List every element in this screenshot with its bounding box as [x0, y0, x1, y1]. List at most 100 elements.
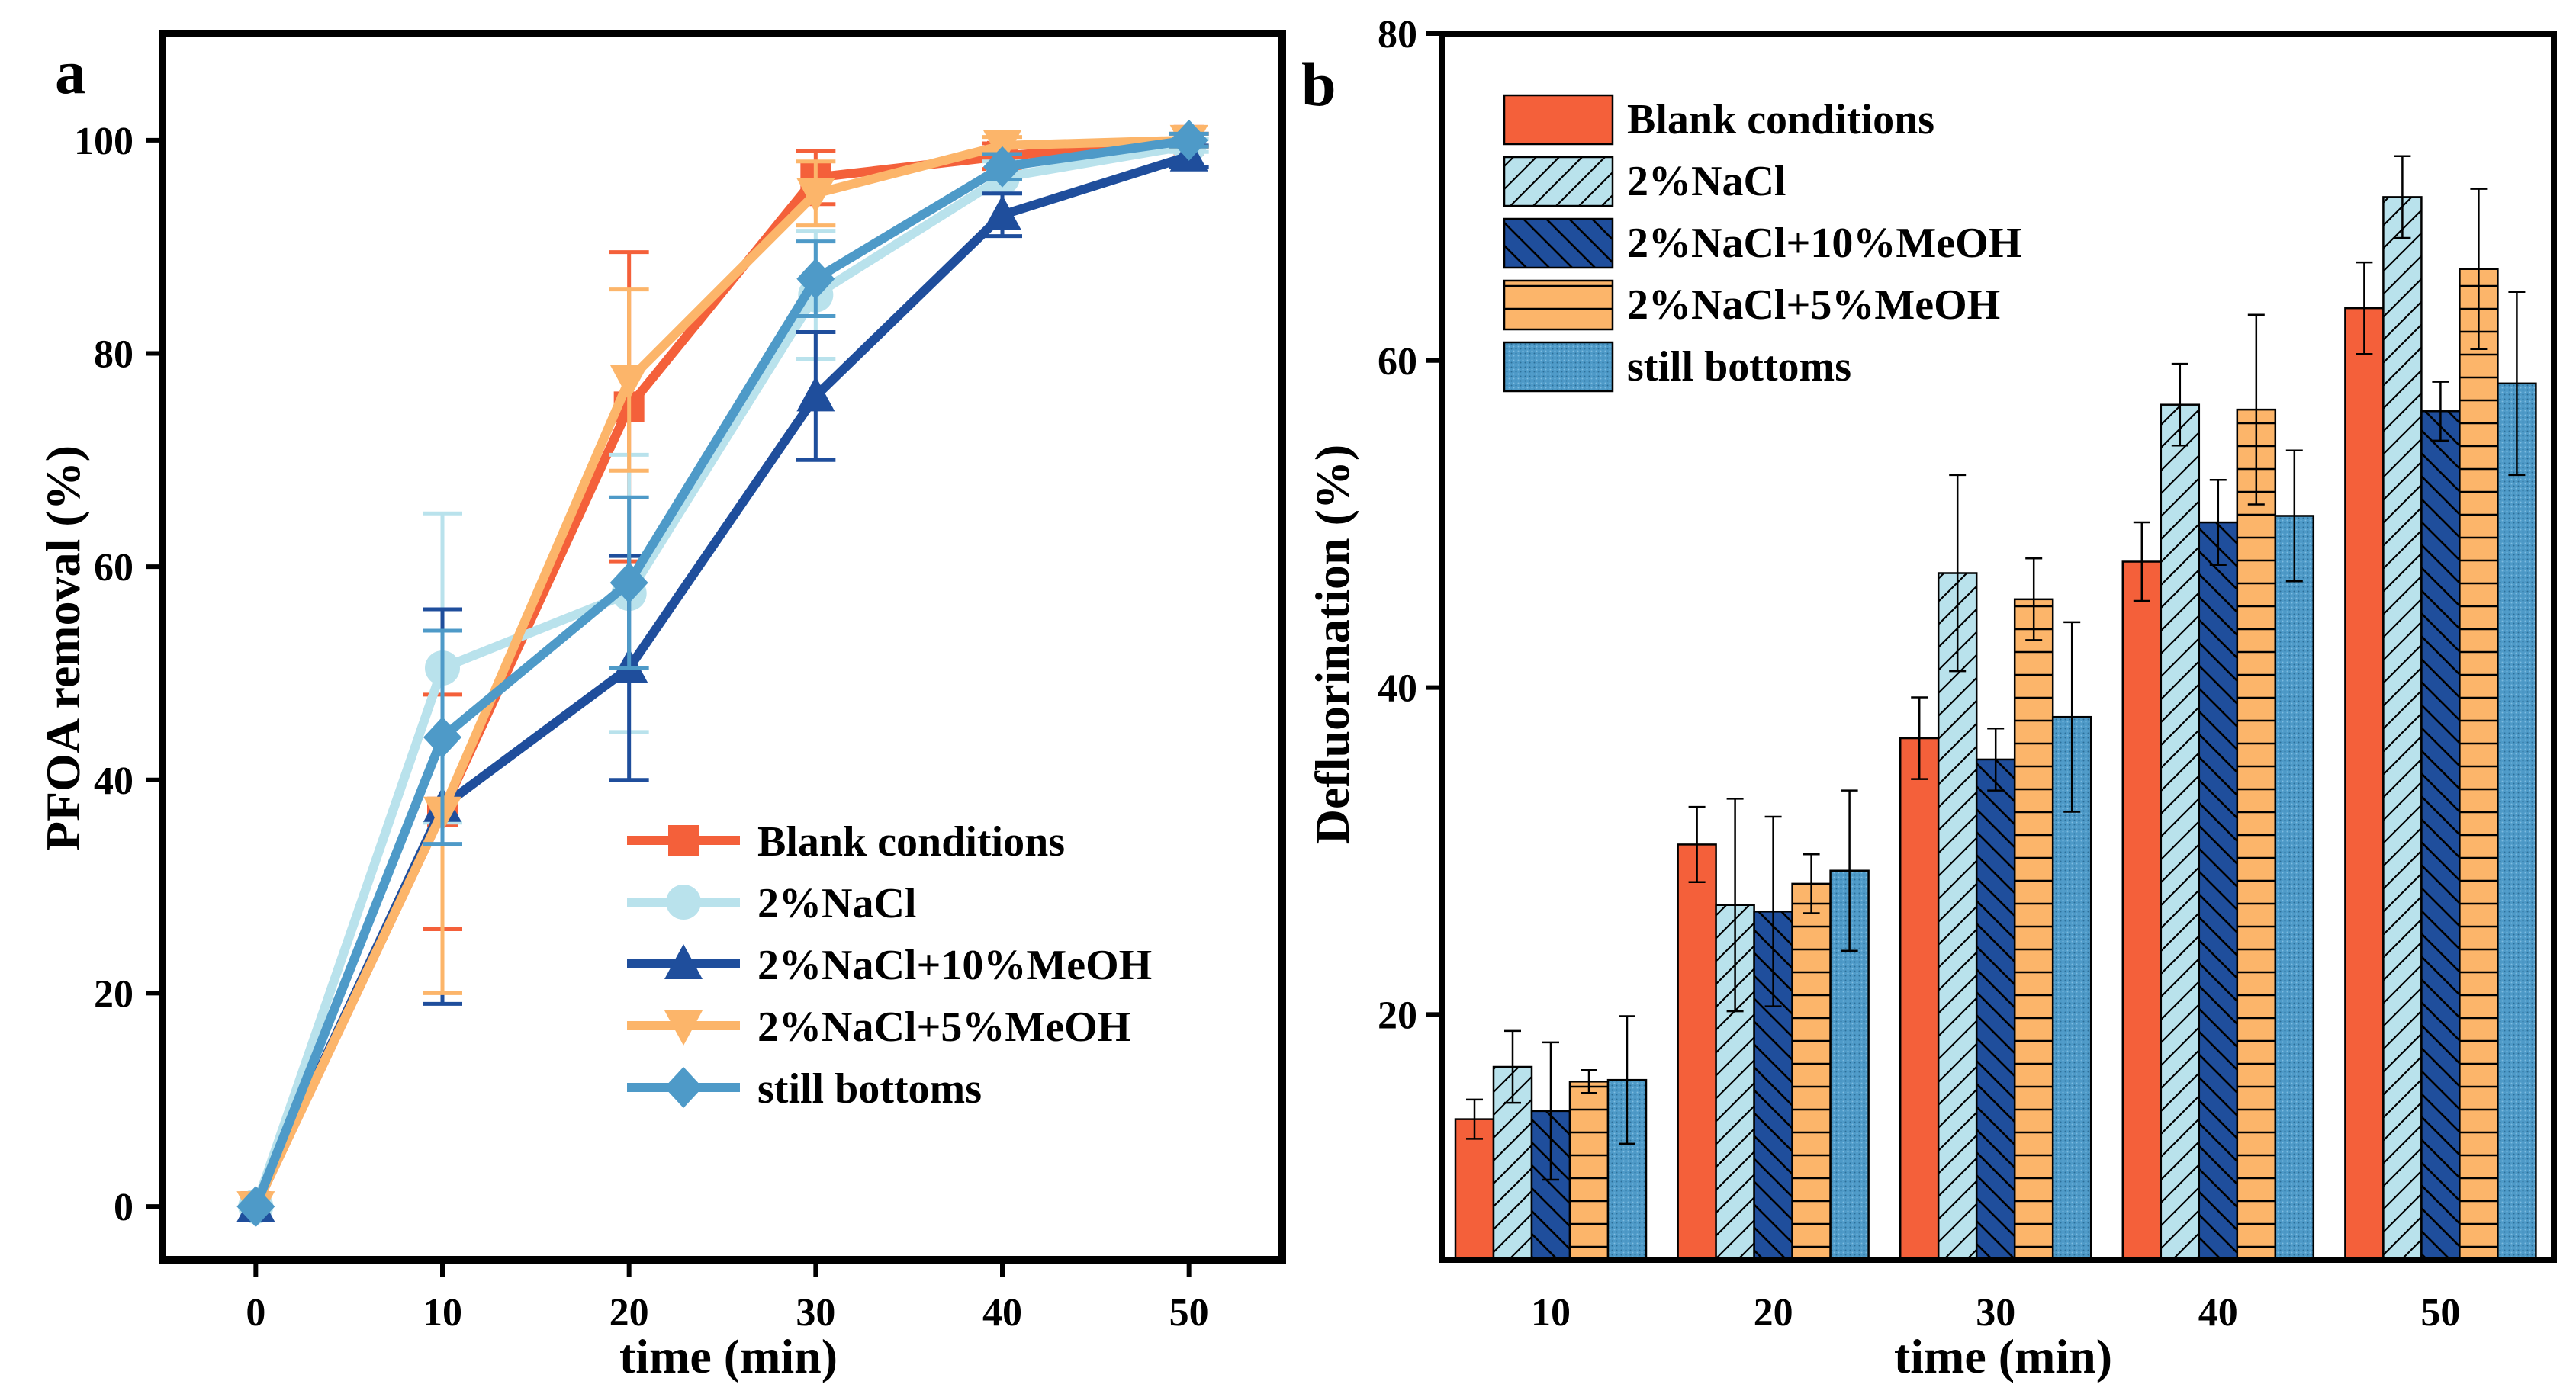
bar — [2013, 598, 2054, 1261]
y-tick-label: 60 — [1378, 340, 1417, 384]
bar — [2497, 382, 2537, 1261]
data-point — [796, 178, 835, 214]
bar-2pctnacl-10pctmeoh-20 — [1753, 815, 1793, 1261]
panel-a-line-chart: a 0 10 20 30 40 50 0 20 40 60 80 100 time (min) PFO… — [36, 30, 1286, 1383]
legend-item-2pctnacl: 2%NaCl — [1503, 156, 1786, 207]
y-tick-label: 20 — [94, 972, 133, 1016]
bar — [1568, 1081, 1610, 1261]
bar — [2121, 560, 2163, 1261]
bar — [1791, 882, 1832, 1261]
plot-frame-a — [159, 30, 1286, 1264]
x-tick-label: 20 — [1754, 1291, 1793, 1335]
series-2pctnacl-5pctmeoh — [236, 124, 1209, 1227]
bar — [2236, 408, 2277, 1261]
legend-label: 2%NaCl+10%MeOH — [757, 942, 1152, 989]
legend-label: 2%NaCl — [757, 880, 916, 927]
panel-label-a: a — [55, 37, 86, 107]
x-tick-label: 30 — [1976, 1291, 2015, 1335]
legend-label: Blank conditions — [757, 818, 1065, 866]
series-still-bottoms — [236, 119, 1209, 1228]
series-line — [251, 140, 1190, 1209]
panel-b-bar-chart: b 20 40 60 80 10 20 30 40 50 time (min) Defluori… — [1301, 13, 2557, 1383]
x-tick-label: 30 — [796, 1291, 835, 1335]
legend-swatch — [1503, 94, 1614, 146]
legend-label: 2%NaCl+5%MeOH — [757, 1004, 1130, 1051]
y-tick-label: 80 — [1378, 13, 1417, 56]
bar-2pctnacl-10pctmeoh-50 — [2420, 381, 2461, 1261]
series-line — [251, 135, 1189, 1209]
data-point — [609, 365, 648, 400]
legend-item-2pctnacl-10pctmeoh: 2%NaCl+10%MeOH — [1503, 217, 2021, 269]
data-point — [796, 258, 835, 300]
legend-marker — [664, 944, 703, 979]
legend-item-2pctnacl-5pctmeoh: 2%NaCl+5%MeOH — [1503, 279, 2000, 331]
bar — [1937, 572, 1978, 1261]
bar — [1975, 758, 2016, 1261]
legend-label: 2%NaCl — [1627, 158, 1786, 205]
bar-blank-conditions-20 — [1677, 805, 1717, 1261]
legend-item-2pctnacl: 2%NaCl — [627, 880, 916, 927]
bar — [2344, 307, 2385, 1261]
bar-2pctnacl-5pctmeoh-40 — [2236, 313, 2277, 1261]
legend-label: Blank conditions — [1627, 96, 1934, 143]
bar — [1677, 843, 1717, 1261]
x-tick-label: 10 — [1531, 1291, 1571, 1335]
legend-item-blank-conditions: Blank conditions — [627, 818, 1065, 866]
bar — [2274, 515, 2315, 1261]
legend-swatch — [1503, 156, 1614, 207]
bar — [2382, 196, 2423, 1261]
bar-blank-conditions-30 — [1899, 696, 1940, 1261]
legend-swatch — [1503, 217, 1614, 269]
x-tick-label: 0 — [246, 1291, 265, 1335]
x-tick-label: 40 — [982, 1291, 1022, 1335]
x-axis-label-a: time (min) — [619, 1329, 838, 1383]
bar-still-bottoms-20 — [1829, 789, 1870, 1261]
bar — [2459, 268, 2499, 1261]
y-axis-label-b: Defluorination (%) — [1305, 445, 1359, 844]
bar-2pctnacl-50 — [2382, 155, 2423, 1261]
y-tick-label: 40 — [1378, 667, 1417, 711]
legend-label: still bottoms — [757, 1065, 982, 1113]
x-tick-label: 20 — [609, 1291, 649, 1335]
bar-2pctnacl-10 — [1492, 1029, 1533, 1261]
x-axis-label-b: time (min) — [1894, 1329, 2112, 1383]
legend-item-still-bottoms: still bottoms — [627, 1065, 982, 1113]
data-point — [983, 194, 1021, 230]
bar — [1454, 1118, 1495, 1261]
bar-2pctnacl-40 — [2160, 362, 2201, 1261]
legend-label: 2%NaCl+10%MeOH — [1627, 220, 2021, 267]
y-tick-label: 40 — [94, 760, 133, 803]
bar-still-bottoms-50 — [2497, 291, 2537, 1261]
bar-2pctnacl-30 — [1937, 474, 1978, 1261]
legend-swatch — [1503, 279, 1614, 331]
legend-label: still bottoms — [1627, 343, 1851, 390]
y-tick-label: 60 — [94, 546, 133, 589]
legend-b: Blank conditions 2%NaCl 2%NaCl+10%MeOH 2%Na… — [1503, 94, 2021, 393]
y-tick-label: 80 — [94, 332, 133, 376]
bar-still-bottoms-30 — [2051, 621, 2092, 1261]
data-point — [423, 716, 461, 758]
bar-2pctnacl-20 — [1715, 798, 1755, 1261]
bar-blank-conditions-10 — [1454, 1098, 1495, 1261]
x-tick-label: 50 — [2420, 1291, 2460, 1335]
bar-2pctnacl-5pctmeoh-30 — [2013, 557, 2054, 1261]
y-tick-label: 100 — [74, 120, 133, 163]
x-tick-label: 10 — [423, 1291, 462, 1335]
data-point — [983, 146, 1021, 188]
x-tick-label: 50 — [1169, 1291, 1209, 1335]
legend-swatch — [1503, 341, 1614, 393]
panel-label-b: b — [1301, 50, 1336, 119]
data-point — [1169, 119, 1208, 161]
legend-a: Blank conditions 2%NaCl 2%NaCl+10%MeOH 2%Na… — [627, 818, 1152, 1113]
plot-frame-b — [1439, 31, 2557, 1263]
data-point — [796, 376, 835, 412]
legend-item-2pctnacl-10pctmeoh: 2%NaCl+10%MeOH — [627, 942, 1152, 989]
x-tick-label: 40 — [2198, 1291, 2238, 1335]
legend-marker — [664, 1067, 703, 1108]
bar — [2198, 521, 2239, 1261]
y-tick-label: 0 — [114, 1186, 133, 1229]
bar-2pctnacl-5pctmeoh-50 — [2459, 188, 2499, 1261]
bar-blank-conditions-50 — [2344, 261, 2385, 1261]
legend-item-blank-conditions: Blank conditions — [1503, 94, 1934, 146]
